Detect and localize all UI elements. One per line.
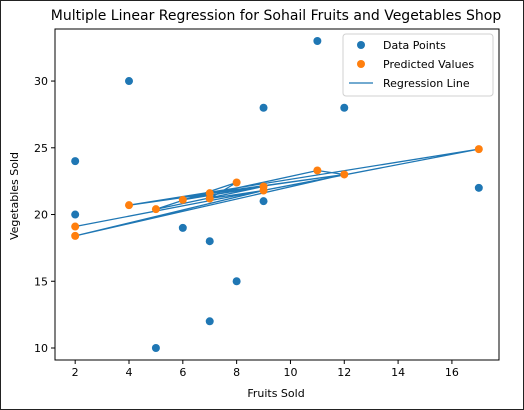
x-tick-label: 2 [72, 366, 79, 379]
predicted-point [125, 201, 133, 210]
predicted-point [340, 170, 349, 179]
legend: Data Points Predicted Values Regression Li… [342, 33, 494, 97]
plot-area [54, 28, 500, 361]
regression-line [75, 148, 479, 237]
data-point [259, 103, 268, 112]
legend-label: Data Points [383, 39, 446, 52]
predicted-point [474, 145, 483, 154]
legend-box [342, 33, 494, 97]
series-layer [71, 37, 483, 352]
data-point [151, 343, 160, 352]
data-point [259, 197, 268, 206]
x-axis: 2 4 6 8 10 12 14 16 [72, 360, 459, 379]
y-tick-label: 25 [34, 142, 48, 155]
predicted-point [205, 194, 214, 203]
y-tick-label: 15 [34, 275, 48, 288]
legend-label: Regression Line [383, 77, 470, 90]
legend-label: Predicted Values [383, 58, 474, 71]
data-point [232, 277, 241, 286]
x-tick-label: 10 [283, 366, 297, 379]
legend-marker [357, 60, 365, 68]
x-tick-label: 16 [445, 366, 459, 379]
y-tick-label: 10 [34, 342, 48, 355]
x-tick-label: 12 [337, 366, 351, 379]
data-point [71, 157, 80, 166]
legend-marker [357, 41, 365, 49]
data-point [125, 77, 133, 86]
predicted-point [178, 195, 187, 204]
data-point [205, 237, 214, 246]
data-point [205, 317, 214, 326]
predicted-point [259, 186, 268, 195]
y-axis-label: Vegetables Sold [8, 152, 21, 240]
y-tick-label: 30 [34, 75, 48, 88]
predicted-point [71, 222, 80, 231]
x-tick-label: 8 [233, 366, 240, 379]
data-point [474, 183, 483, 192]
predicted-point [151, 205, 160, 214]
y-axis: 10 15 20 25 30 [34, 75, 55, 355]
predicted-point [71, 231, 80, 240]
x-axis-label: Fruits Sold [247, 387, 304, 400]
data-point [178, 223, 187, 232]
predicted-point [313, 166, 322, 175]
data-point [71, 210, 80, 219]
chart-title: Multiple Linear Regression for Sohail Fr… [51, 8, 502, 24]
x-tick-label: 14 [391, 366, 405, 379]
x-tick-label: 6 [179, 366, 186, 379]
x-tick-label: 4 [126, 366, 133, 379]
data-point [313, 37, 322, 46]
y-tick-label: 20 [34, 209, 48, 222]
data-point [340, 103, 349, 112]
predicted-point [232, 178, 241, 187]
